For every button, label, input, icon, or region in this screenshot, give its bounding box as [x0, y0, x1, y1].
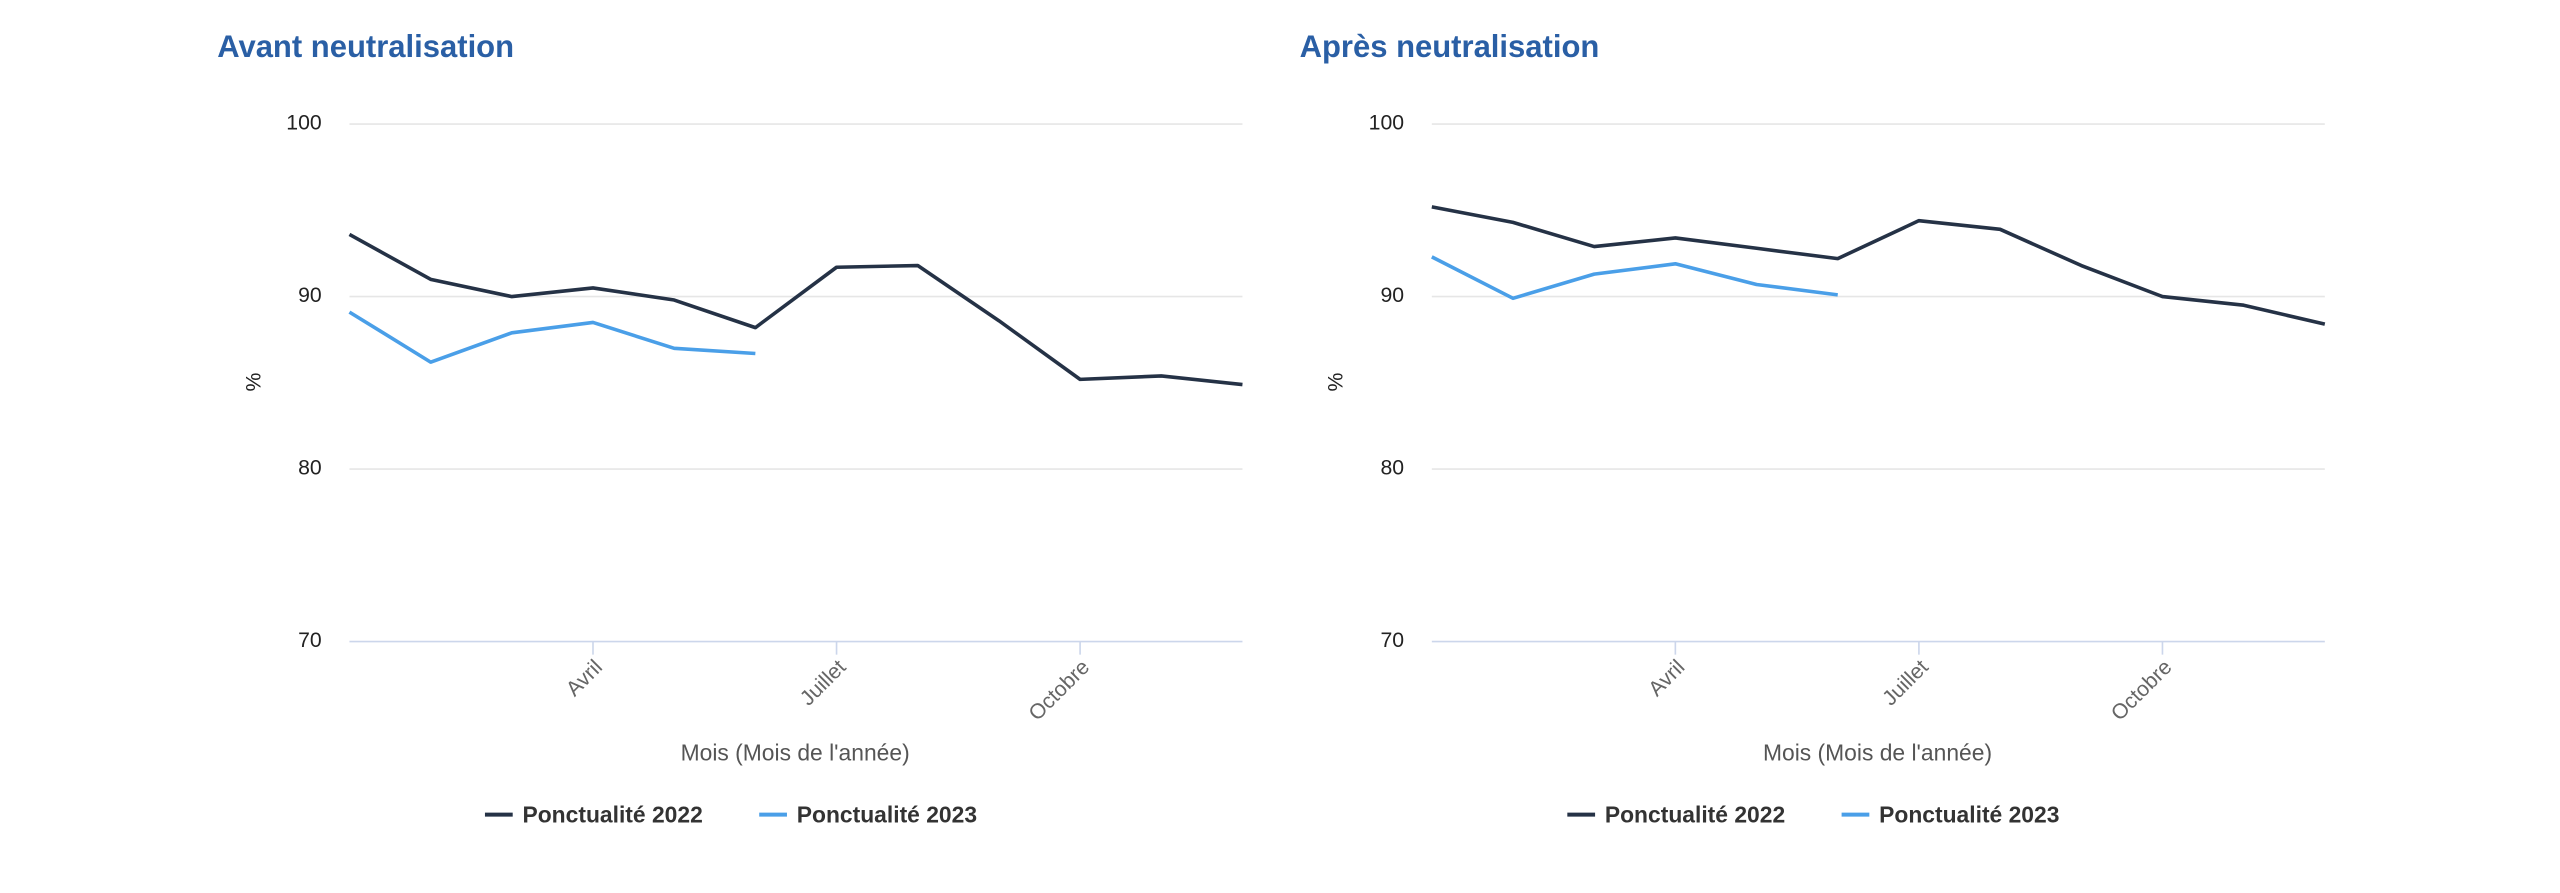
- legend-label: Ponctualité 2022: [523, 801, 703, 827]
- x-tick-label: Avril: [562, 656, 607, 701]
- chart: Avant neutralisation 70 80 90 100% Avril Juill…: [217, 29, 1243, 827]
- x-tick-label: Juillet: [1878, 656, 1933, 711]
- series-line: [348, 232, 1243, 387]
- y-axis-title: %: [242, 372, 265, 391]
- chart-title: Après neutralisation: [1300, 29, 1600, 64]
- chart: Après neutralisation 70 80 90 100% Avril Juill…: [1300, 29, 2326, 827]
- y-tick-label: 80: [1380, 457, 1404, 480]
- x-tick-label: Avril: [1644, 656, 1689, 701]
- chart-title: Avant neutralisation: [217, 29, 514, 64]
- series-line: [1431, 205, 2326, 326]
- y-tick-label: 100: [286, 112, 321, 135]
- y-tick-label: 70: [298, 629, 322, 652]
- y-tick-label: 80: [298, 457, 322, 480]
- series-line: [1431, 255, 1838, 301]
- y-tick-label: 90: [1380, 284, 1404, 307]
- x-axis-title: Mois (Mois de l'année): [1763, 739, 1992, 765]
- legend-label: Ponctualité 2023: [797, 801, 977, 827]
- x-tick-label: Octobre: [1024, 656, 1094, 726]
- x-tick-label: Octobre: [2107, 656, 2177, 726]
- legend-label: Ponctualité 2022: [1605, 801, 1785, 827]
- x-axis-title: Mois (Mois de l'année): [681, 739, 910, 765]
- y-tick-label: 90: [298, 284, 322, 307]
- y-axis-title: %: [1325, 372, 1348, 391]
- legend-label: Ponctualité 2023: [1879, 801, 2059, 827]
- series-line: [348, 310, 756, 364]
- x-tick-label: Juillet: [796, 656, 851, 711]
- y-tick-label: 70: [1380, 629, 1404, 652]
- y-tick-label: 100: [1369, 112, 1404, 135]
